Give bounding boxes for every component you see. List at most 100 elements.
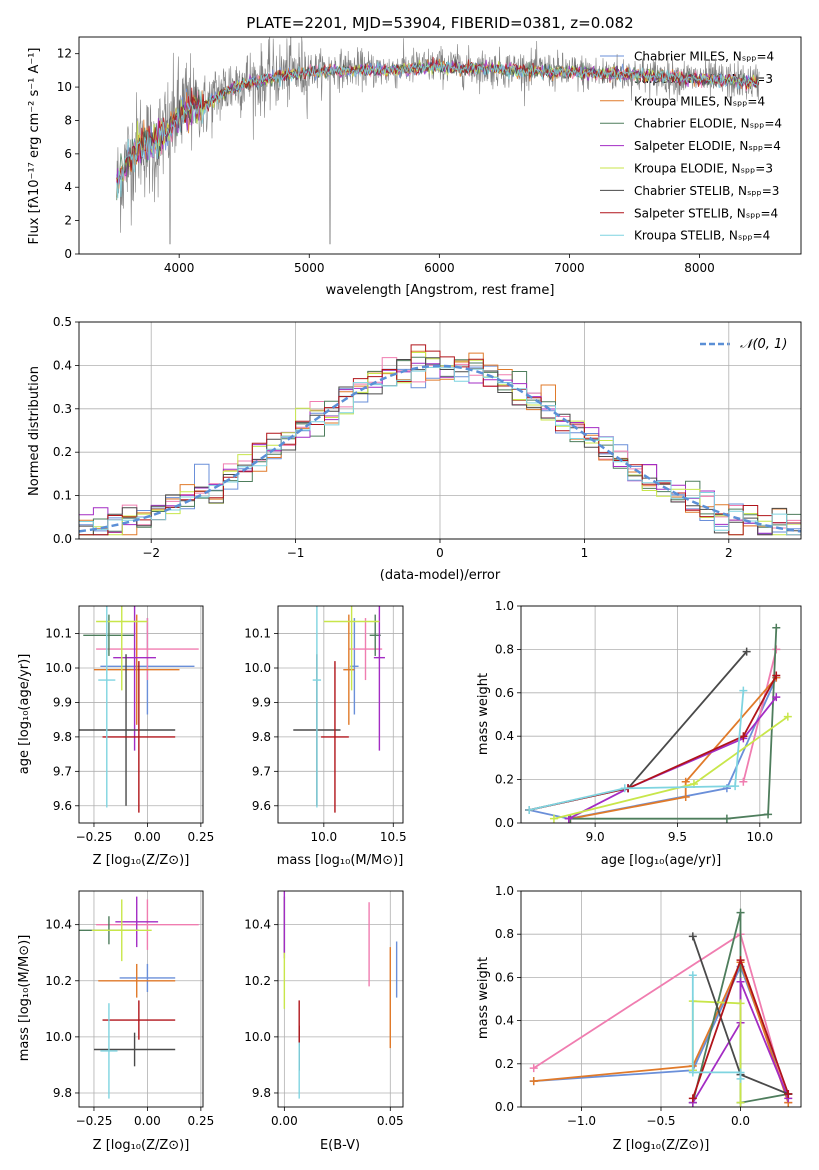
x-tick-label: 10.5: [380, 830, 407, 844]
weight-marker: [736, 908, 745, 917]
y-tick-label: 4: [64, 180, 72, 194]
weight-marker: [772, 623, 781, 632]
weight-marker: [736, 1074, 745, 1083]
x-tick-label: 0.25: [188, 830, 215, 844]
weight-marker: [681, 777, 690, 786]
axes-frame: [277, 890, 404, 1108]
weight-marker: [784, 1090, 793, 1099]
y-tick-label: 12: [57, 47, 72, 61]
weight-marker: [688, 932, 697, 941]
weight-marker: [564, 814, 573, 823]
weight-marker: [688, 971, 697, 980]
age-vs-metallicity-plot: Z [log₁₀(Z/Z⊙)] age [log₁₀(age/yr)] −0.2…: [17, 605, 215, 868]
weight-marker: [736, 956, 745, 965]
weight-line: [570, 627, 778, 820]
residual-xlabel: (data-model)/error: [380, 568, 501, 583]
x-tick-label: 0: [436, 546, 444, 560]
x-tick-label: 0.05: [377, 1114, 404, 1128]
y-tick-label: 9.8: [53, 730, 72, 744]
gaussian-legend-label: 𝒩(0, 1): [740, 337, 787, 352]
axes-frame: [520, 605, 802, 824]
y-tick-label: 0.4: [53, 358, 72, 372]
weight-marker: [722, 814, 731, 823]
x-tick-label: 0.0: [731, 1114, 750, 1128]
weight-marker: [736, 999, 745, 1008]
weight-line: [568, 696, 778, 820]
x-tick-label: 10.0: [746, 830, 773, 844]
p8-ylabel: mass weight: [476, 957, 491, 1039]
mass-vs-metallicity-plot: Z [log₁₀(Z/Z⊙)] mass [log₁₀(M/M⊙)] −0.25…: [17, 890, 214, 1153]
legend-entry: Kroupa ELODIE, Nₛₚₚ=3: [634, 162, 773, 176]
y-tick-label: 10.1: [244, 627, 271, 641]
p4-xlabel: mass [log₁₀(M/M⊙)]: [277, 853, 404, 868]
x-tick-label: −1.0: [567, 1114, 596, 1128]
weight-marker: [731, 782, 740, 791]
y-tick-label: 0.5: [53, 315, 72, 329]
weight-marker: [772, 671, 781, 680]
weight-marker: [739, 732, 748, 741]
weight-marker: [739, 777, 748, 786]
errorbars: [293, 606, 385, 813]
weight-line: [533, 959, 790, 1103]
y-tick-label: 0.2: [495, 773, 514, 787]
x-tick-label: 2: [725, 546, 733, 560]
x-tick-label: −1: [287, 546, 305, 560]
y-tick-label: 9.8: [53, 1086, 72, 1100]
weight-marker: [772, 693, 781, 702]
weight-lines: [529, 908, 793, 1107]
y-tick-label: 10.2: [45, 974, 72, 988]
y-tick-label: 10: [57, 80, 72, 94]
weight-marker: [783, 712, 792, 721]
weight-marker: [529, 1064, 538, 1073]
mass-weight-vs-age-plot: age [log₁₀(age/yr)] mass weight 9.0 9.5 10…: [476, 599, 802, 868]
x-tick-label: −0.5: [646, 1114, 675, 1128]
residual-histogram-plot: (data-model)/error Normed distribution 𝒩…: [27, 315, 802, 583]
p3-ylabel: age [log₁₀(age/yr)]: [17, 654, 32, 775]
weight-line: [742, 649, 778, 783]
errorbars: [79, 606, 199, 813]
x-tick-label: 0.00: [134, 1114, 161, 1128]
x-tick-label: −0.25: [76, 1114, 113, 1128]
y-tick-label: 0.6: [495, 686, 514, 700]
gaussian-legend: 𝒩(0, 1): [700, 337, 787, 352]
x-tick-label: 4000: [164, 261, 195, 275]
x-tick-label: 9.0: [586, 830, 605, 844]
y-tick-label: 0.0: [495, 816, 514, 830]
spectrum-model-line: [116, 60, 760, 199]
x-tick-label: 1: [581, 546, 589, 560]
legend-entry: Chabrier STELIB, Nₛₚₚ=3: [634, 184, 779, 198]
histogram-step: [79, 366, 801, 536]
spectrum-plot: PLATE=2201, MJD=53904, FIBERID=0381, z=0…: [27, 14, 802, 298]
p6-xlabel: Z [log₁₀(Z/Z⊙)]: [93, 1138, 190, 1153]
y-tick-label: 0.4: [495, 729, 514, 743]
legend-entry: Salpeter STELIB, Nₛₚₚ=4: [634, 206, 778, 220]
weight-lines: [525, 623, 792, 823]
weight-marker: [688, 1094, 697, 1103]
weight-marker: [525, 805, 534, 814]
y-tick-label: 0.8: [495, 927, 514, 941]
spectrum-lines: [116, 37, 760, 245]
y-tick-label: 2: [64, 214, 72, 228]
y-tick-label: 10.0: [244, 661, 271, 675]
p5-xlabel: age [log₁₀(age/yr)]: [601, 853, 722, 868]
y-tick-label: 0.1: [53, 489, 72, 503]
weight-line: [529, 690, 745, 811]
gaussian-curve: [79, 364, 801, 533]
y-tick-label: 9.8: [252, 730, 271, 744]
weight-marker: [736, 977, 745, 986]
y-tick-label: 10.0: [45, 661, 72, 675]
y-tick-label: 8: [64, 113, 72, 127]
x-tick-label: 7000: [554, 261, 585, 275]
y-tick-label: 0.3: [53, 402, 72, 416]
histogram-step: [79, 357, 801, 536]
weight-marker: [739, 686, 748, 695]
legend-entry: Kroupa STELIB, Nₛₚₚ=4: [634, 229, 770, 243]
weight-marker: [764, 810, 773, 819]
y-tick-label: 10.4: [45, 918, 72, 932]
p8-xlabel: Z [log₁₀(Z/Z⊙)]: [613, 1138, 710, 1153]
weight-marker: [529, 1077, 538, 1086]
y-tick-label: 9.7: [53, 764, 72, 778]
weight-marker: [688, 1068, 697, 1077]
y-tick-label: 0.2: [495, 1057, 514, 1071]
residual-ylabel: Normed distribution: [27, 366, 42, 496]
